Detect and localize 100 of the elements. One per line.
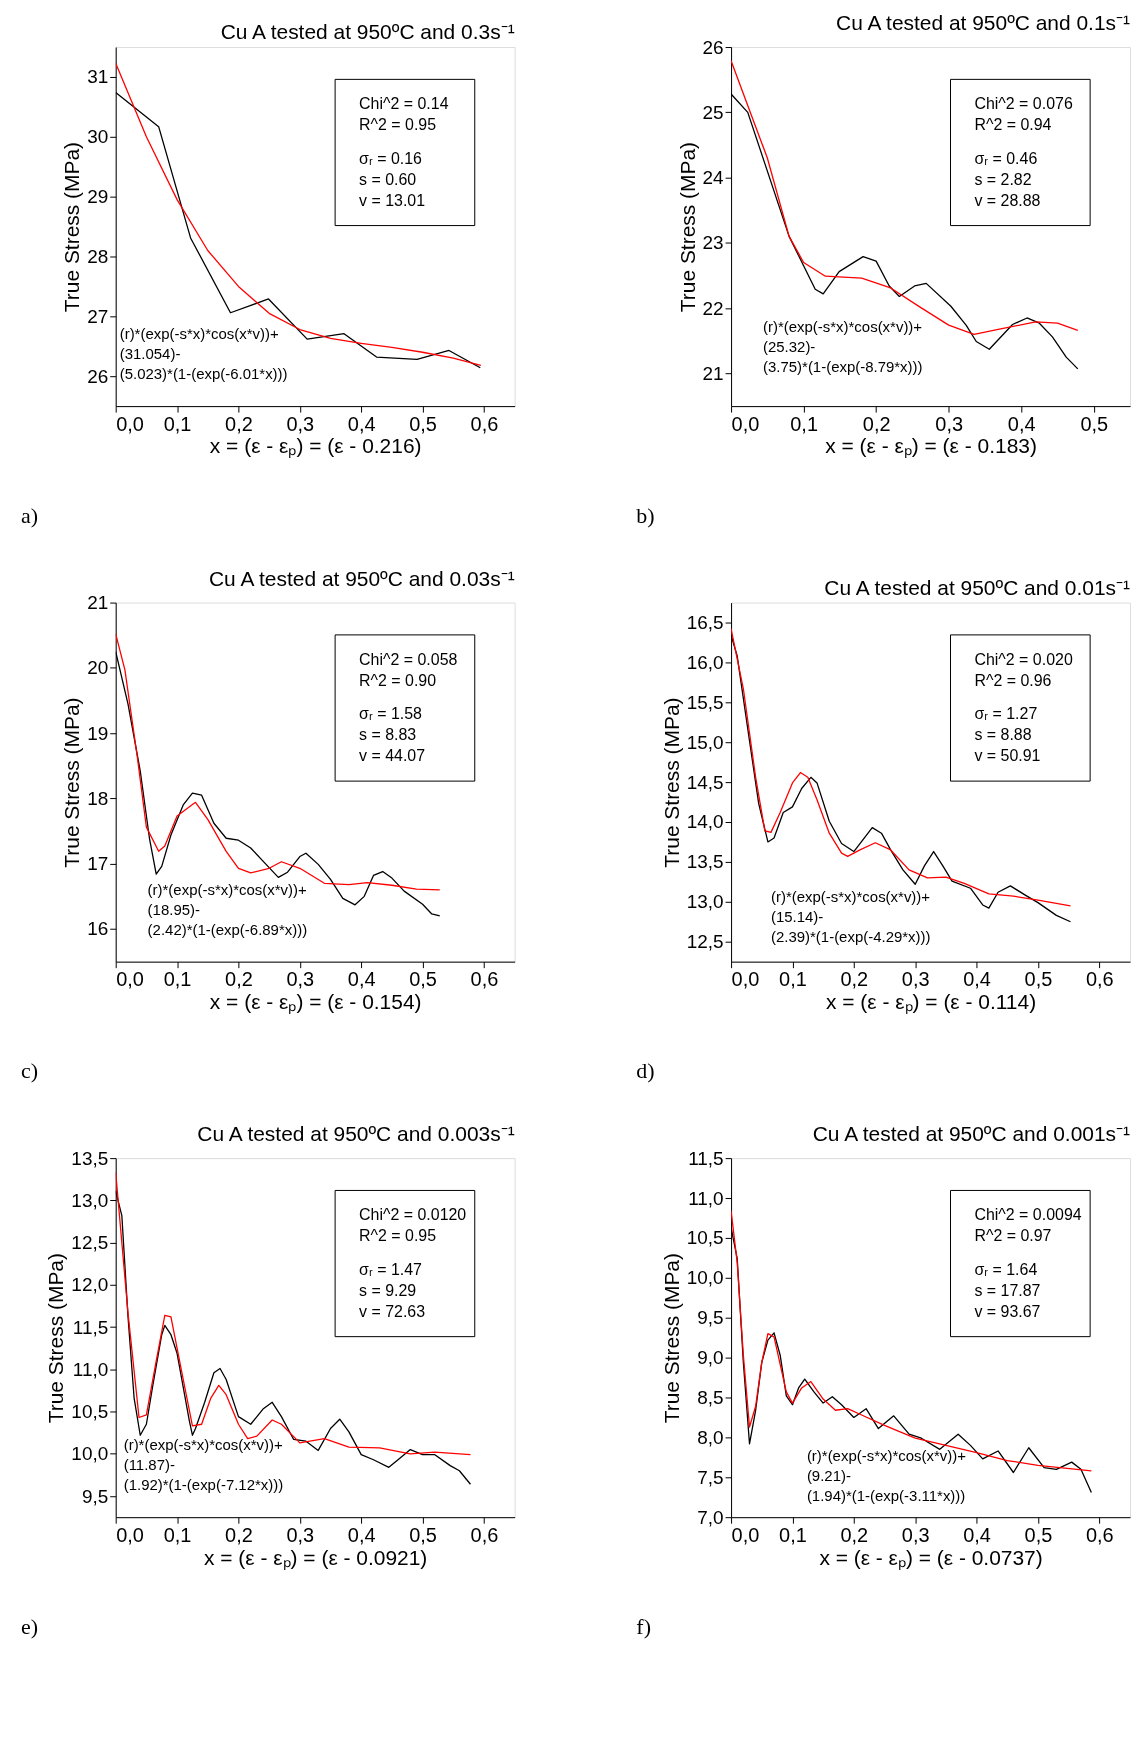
x-tick-label: 0,1 — [779, 968, 807, 991]
y-tick-label: 11,5 — [688, 1147, 724, 1169]
chart-title: Cu A tested at 950ºC and 0.03s⁻¹ — [208, 566, 515, 590]
y-tick-label: 14,5 — [686, 771, 724, 793]
text: d) — [636, 1058, 655, 1084]
text: e) — [20, 1613, 38, 1639]
y-tick-label: 13,5 — [686, 851, 724, 873]
x-tick-label: 0,2 — [840, 1523, 869, 1546]
y-tick-label: 11,0 — [688, 1187, 724, 1209]
x-tick-label: 0,1 — [163, 968, 192, 991]
x-tick-label: 0,4 — [1007, 412, 1036, 435]
x-tick-label: 0,0 — [116, 1523, 144, 1546]
y-tick-label: 21 — [87, 592, 109, 614]
annotation: s = 9.29 — [359, 1281, 417, 1299]
annotation: σᵣ = 1.27 — [974, 705, 1038, 723]
x-tick-label: 0,2 — [862, 412, 891, 435]
y-tick-label: 12,0 — [71, 1274, 109, 1296]
y-tick-label: 11,0 — [72, 1358, 109, 1380]
annotation: (r)*(exp(-s*x)*cos(x*v))+ — [806, 1447, 966, 1465]
annotation: (3.75)*(1-(exp(-8.79*x))) — [762, 357, 923, 375]
y-tick-label: 21 — [702, 362, 724, 384]
annotation: Chi^2 = 0.0120 — [359, 1206, 467, 1224]
x-tick-label: 0,5 — [409, 968, 437, 991]
y-tick-label: 7,5 — [697, 1466, 724, 1488]
annotation: Chi^2 = 0.14 — [359, 95, 449, 113]
y-tick-label: 26 — [87, 365, 109, 387]
x-axis-title: x = (ε - εₚ) = (ε - 0.183) — [825, 434, 1037, 460]
annotation: v = 44.07 — [359, 747, 426, 765]
annotation: v = 28.88 — [974, 191, 1041, 209]
y-tick-label: 18 — [87, 787, 109, 809]
chart-title: Cu A tested at 950ºC and 0.3s⁻¹ — [220, 20, 515, 44]
y-tick-label: 9,5 — [81, 1485, 109, 1507]
annotation: σᵣ = 0.46 — [974, 149, 1038, 167]
x-tick-label: 0,6 — [1085, 968, 1114, 991]
x-tick-label: 0,0 — [116, 968, 144, 991]
annotation: (r)*(exp(-s*x)*cos(x*v))+ — [119, 325, 279, 343]
annotation: (r)*(exp(-s*x)*cos(x*v))+ — [123, 1436, 283, 1454]
y-axis-title: True Stress (MPa) — [675, 141, 699, 313]
annotation: R^2 = 0.90 — [359, 671, 437, 689]
line-series — [731, 60, 1079, 335]
x-tick-label: 0,3 — [286, 412, 315, 435]
annotation: σᵣ = 1.64 — [974, 1260, 1038, 1278]
y-tick-label: 10,0 — [71, 1443, 109, 1465]
annotation: R^2 = 0.95 — [359, 116, 437, 134]
y-tick-label: 15,5 — [686, 691, 724, 713]
annotation: v = 50.91 — [974, 747, 1041, 765]
x-tick-label: 0,0 — [116, 412, 144, 435]
annotation: (5.023)*(1-(exp(-6.01*x))) — [119, 365, 288, 383]
annotation: (r)*(exp(-s*x)*cos(x*v))+ — [770, 888, 931, 905]
x-tick-label: 0,6 — [470, 412, 499, 435]
annotation: (25.32)- — [762, 338, 816, 356]
y-tick-label: 15,0 — [686, 731, 724, 753]
y-tick-label: 24 — [702, 167, 724, 189]
annotation: (r)*(exp(-s*x)*cos(x*v))+ — [762, 318, 923, 336]
x-tick-label: 0,0 — [731, 1523, 760, 1546]
annotation: s = 8.88 — [974, 726, 1032, 744]
text: a) — [20, 502, 38, 528]
annotation: v = 72.63 — [359, 1302, 426, 1320]
y-tick-label: 25 — [702, 101, 724, 123]
x-tick-label: 0,5 — [409, 412, 437, 435]
x-axis-title: x = (ε - εₚ) = (ε - 0.0737) — [819, 1545, 1043, 1571]
x-tick-label: 0,5 — [1024, 1523, 1053, 1546]
x-tick-label: 0,2 — [225, 968, 253, 991]
annotation: Chi^2 = 0.020 — [974, 650, 1073, 668]
annotation: (11.87)- — [123, 1456, 175, 1474]
annotation: (1.92)*(1-(exp(-7.12*x))) — [123, 1476, 284, 1494]
annotation: (2.42)*(1-(exp(-6.89*x))) — [147, 920, 308, 938]
line-series — [115, 1171, 472, 1456]
annotation: R^2 = 0.94 — [974, 116, 1052, 134]
y-tick-label: 29 — [87, 186, 109, 208]
x-tick-label: 0,3 — [901, 1523, 930, 1546]
y-tick-label: 17 — [87, 853, 109, 875]
y-tick-label: 23 — [702, 232, 724, 254]
y-axis-title: True Stress (MPa) — [44, 1253, 68, 1424]
y-axis-title: True Stress (MPa) — [60, 697, 84, 868]
y-tick-label: 8,5 — [697, 1386, 724, 1408]
annotation: (9.21)- — [806, 1467, 851, 1485]
annotation: s = 2.82 — [974, 170, 1032, 188]
y-tick-label: 16,5 — [686, 612, 724, 634]
y-tick-label: 12,5 — [686, 931, 724, 953]
y-axis-title: True Stress (MPa) — [659, 697, 683, 868]
y-axis-title: True Stress (MPa) — [659, 1253, 683, 1424]
y-tick-label: 30 — [87, 126, 109, 148]
text: c) — [20, 1058, 38, 1084]
x-tick-label: 0,4 — [347, 412, 376, 435]
x-tick-label: 0,4 — [963, 1523, 991, 1546]
y-tick-label: 27 — [87, 305, 109, 327]
y-tick-label: 14,0 — [686, 811, 724, 833]
annotation: (31.054)- — [119, 345, 181, 363]
y-tick-label: 20 — [87, 657, 109, 679]
y-tick-label: 16 — [87, 918, 109, 940]
annotation: (1.94)*(1-(exp(-3.11*x))) — [806, 1487, 966, 1505]
x-tick-label: 0,0 — [731, 968, 760, 991]
annotation: σᵣ = 0.16 — [359, 149, 423, 167]
x-tick-label: 0,5 — [409, 1523, 437, 1546]
x-tick-label: 0,6 — [1085, 1523, 1114, 1546]
annotation: s = 17.87 — [974, 1281, 1041, 1299]
x-tick-label: 0,4 — [347, 1523, 376, 1546]
y-tick-label: 31 — [87, 66, 109, 88]
x-tick-label: 0,1 — [163, 1523, 192, 1546]
